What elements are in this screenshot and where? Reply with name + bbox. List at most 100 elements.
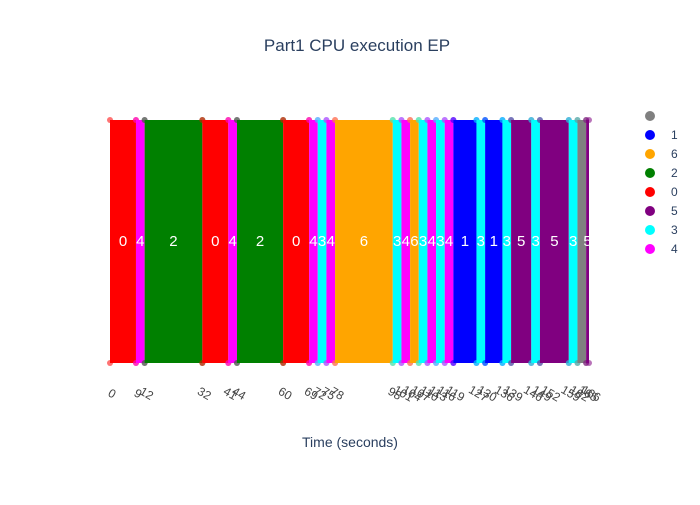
segment-bar-15	[427, 120, 437, 363]
segment-bar-9	[326, 120, 336, 363]
segment-marker	[565, 360, 572, 366]
segment-label-16: 3	[436, 233, 444, 250]
segment-marker	[415, 360, 422, 366]
x-tick-label-7: 69	[302, 384, 321, 403]
segment-marker	[574, 360, 581, 366]
legend-item-7[interactable]: 4	[645, 242, 678, 256]
segment-label-23: 3	[531, 233, 539, 250]
x-tick-label-3: 32	[195, 384, 214, 403]
legend-marker	[645, 244, 655, 254]
segment-marker	[398, 117, 405, 123]
x-tick-label-5: 44	[230, 384, 249, 403]
legend-item-2[interactable]: 6	[645, 147, 678, 161]
legend-marker	[645, 130, 655, 140]
segment-marker	[323, 360, 330, 366]
segment-label-7: 4	[309, 233, 317, 250]
x-tick-label-6: 60	[276, 384, 295, 403]
segment-bar-4	[228, 120, 237, 363]
x-tick-label-2: 12	[137, 384, 156, 403]
segment-label-12: 4	[402, 233, 410, 250]
segment-bar-25	[568, 120, 578, 363]
segment-bar-2	[144, 120, 203, 363]
x-axis-title: Time (seconds)	[302, 434, 398, 450]
segment-label-25: 3	[569, 233, 577, 250]
segment-label-6: 0	[292, 233, 300, 250]
segment-marker	[107, 360, 113, 366]
segment-marker	[433, 360, 440, 366]
legend-label: 5	[671, 204, 678, 218]
legend-label: 1	[671, 128, 678, 142]
segment-marker	[528, 360, 535, 366]
segment-bar-16	[436, 120, 445, 363]
segment-marker	[132, 360, 139, 366]
legend-label: 6	[671, 147, 678, 161]
segment-marker	[132, 117, 139, 123]
segment-marker	[407, 360, 414, 366]
legend: 1 6 2 0 5 3 4	[645, 111, 678, 256]
segment-bar-8	[317, 120, 327, 363]
segment-marker	[424, 360, 431, 366]
segment-marker	[225, 360, 232, 366]
segment-marker	[508, 360, 515, 366]
segment-label-19: 3	[477, 233, 485, 250]
x-tick-label-11: 98	[385, 384, 404, 403]
segment-label-18: 1	[461, 233, 469, 250]
x-tick-label-8: 72	[310, 384, 329, 403]
segment-marker	[586, 360, 592, 366]
legend-item-0[interactable]	[645, 111, 655, 121]
segment-marker	[107, 117, 113, 123]
segment-bar-27	[586, 120, 589, 363]
segment-marker	[450, 360, 457, 366]
segment-bar-5	[236, 120, 284, 363]
segment-label-5: 2	[256, 233, 264, 250]
legend-item-5[interactable]: 5	[645, 204, 678, 218]
segment-marker	[482, 117, 489, 123]
segment-label-15: 4	[428, 233, 436, 250]
segment-marker	[233, 117, 240, 123]
segment-marker	[323, 117, 330, 123]
segment-bar-13	[410, 120, 419, 363]
segment-label-27: 5	[583, 233, 591, 250]
segment-bar-26	[577, 120, 587, 363]
segment-marker	[141, 360, 148, 366]
segment-marker	[473, 117, 480, 123]
legend-marker	[645, 225, 655, 235]
segment-marker	[407, 117, 414, 123]
legend-item-6[interactable]: 3	[645, 223, 678, 237]
segment-bar-1	[135, 120, 145, 363]
segment-bar-7	[309, 120, 318, 363]
segment-marker	[280, 360, 287, 366]
x-tick-label-4: 41	[221, 384, 240, 403]
segment-marker	[332, 360, 339, 366]
legend-item-1[interactable]: 1	[645, 128, 678, 142]
x-tick-label-9: 75	[319, 384, 338, 403]
segment-marker	[141, 117, 148, 123]
segment-marker	[389, 360, 396, 366]
segment-bar-24	[539, 120, 569, 363]
segment-label-0: 0	[119, 233, 127, 250]
segment-label-4: 4	[228, 233, 236, 250]
segment-bar-21	[502, 120, 512, 363]
segment-bar-10	[335, 120, 393, 363]
segment-marker	[565, 117, 572, 123]
segment-bar-22	[511, 120, 532, 363]
segment-label-13: 6	[410, 233, 418, 250]
legend-marker	[645, 206, 655, 216]
segment-bar-20	[485, 120, 503, 363]
segment-marker	[441, 360, 448, 366]
x-tick-label-10: 78	[328, 384, 347, 403]
legend-item-4[interactable]: 0	[645, 185, 678, 199]
segment-bar-6	[283, 120, 310, 363]
segment-label-20: 1	[490, 233, 498, 250]
segment-label-22: 5	[517, 233, 525, 250]
segment-label-2: 2	[169, 233, 177, 250]
segment-marker	[199, 117, 206, 123]
legend-item-3[interactable]: 2	[645, 166, 678, 180]
legend-label: 0	[671, 185, 678, 199]
segment-marker	[450, 117, 457, 123]
segment-marker	[482, 360, 489, 366]
segment-bar-17	[444, 120, 454, 363]
segment-label-14: 3	[419, 233, 427, 250]
